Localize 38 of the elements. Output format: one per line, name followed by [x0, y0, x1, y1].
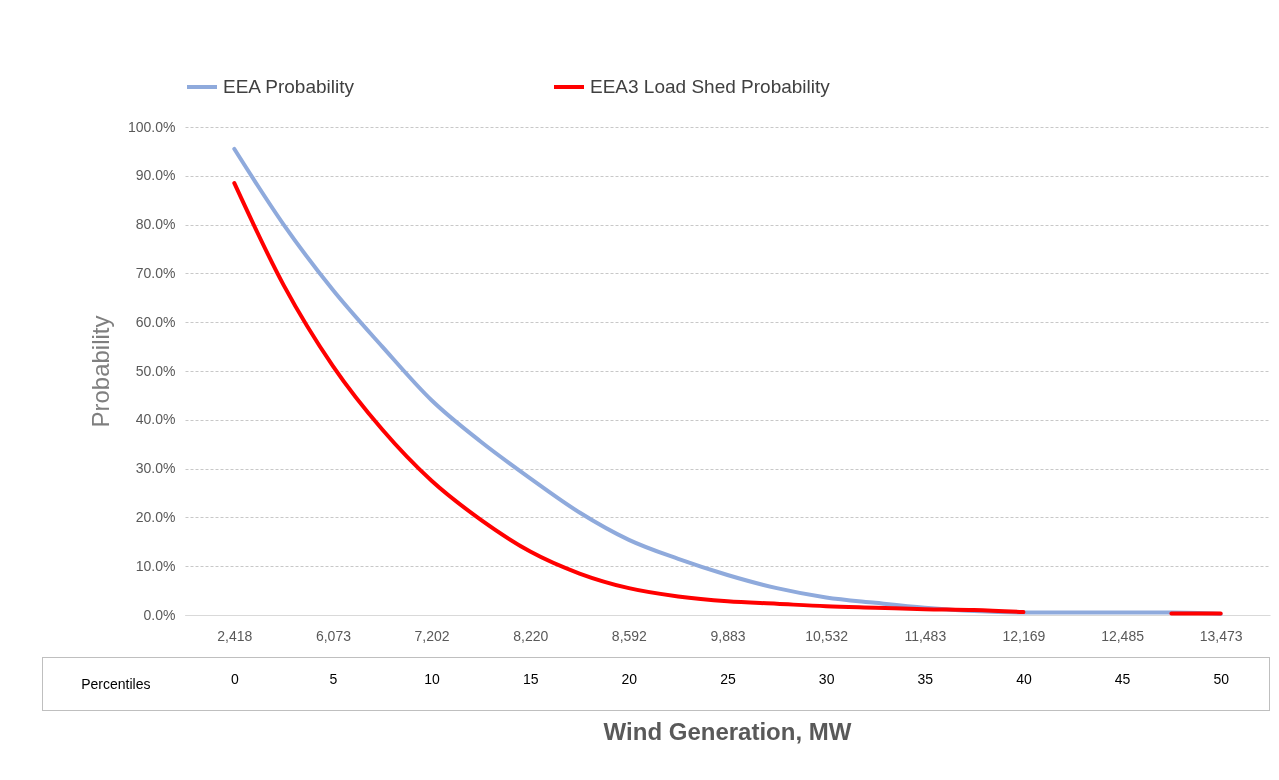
x2-tick-label: 35 [917, 670, 934, 687]
legend-label: EEA3 Load Shed Probability [590, 76, 831, 97]
x-tick-label: 13,473 [1199, 627, 1243, 644]
x2-tick-label: 25 [720, 670, 736, 687]
x2-axis-title: Percentiles [81, 675, 151, 692]
y-tick-label: 50.0% [135, 362, 176, 379]
x-tick-label: 8,220 [513, 627, 549, 644]
x2-tick-label: 5 [329, 670, 338, 687]
x-tick-label: 9,883 [710, 627, 746, 644]
y-tick-label: 90.0% [135, 167, 176, 184]
x2-tick-label: 45 [1114, 670, 1131, 687]
x-tick-label: 12,485 [1101, 627, 1145, 644]
x-tick-label: 11,483 [904, 627, 947, 644]
y-tick-label: 70.0% [135, 264, 176, 281]
x-tick-label: 8,592 [611, 627, 648, 644]
x2-tick-label: 20 [621, 670, 638, 687]
y-tick-label: 10.0% [135, 557, 176, 574]
x2-tick-label: 0 [230, 670, 239, 687]
x-tick-label: 12,169 [1002, 627, 1046, 644]
y-tick-label: 30.0% [135, 460, 176, 477]
y-tick-label: 40.0% [135, 411, 176, 428]
y-tick-label: 60.0% [135, 313, 176, 330]
x2-tick-label: 50 [1213, 670, 1230, 687]
legend-label: EEA Probability [223, 76, 355, 97]
x-axis-title: Wind Generation, MW [603, 718, 852, 745]
y-axis-title: Probability [87, 315, 115, 428]
x-tick-label: 7,202 [414, 627, 450, 644]
x-tick-label: 6,073 [315, 627, 352, 644]
x-tick-label: 10,532 [805, 627, 849, 644]
y-tick-label: 0.0% [143, 606, 176, 623]
x2-tick-label: 10 [424, 670, 441, 687]
y-tick-label: 100.0% [128, 118, 176, 135]
x2-tick-label: 40 [1016, 670, 1032, 687]
y-tick-label: 20.0% [135, 508, 176, 525]
y-tick-label: 80.0% [135, 216, 176, 233]
x-tick-label: 2,418 [217, 627, 253, 644]
x2-tick-label: 30 [818, 670, 835, 687]
x2-tick-label: 15 [522, 670, 539, 687]
